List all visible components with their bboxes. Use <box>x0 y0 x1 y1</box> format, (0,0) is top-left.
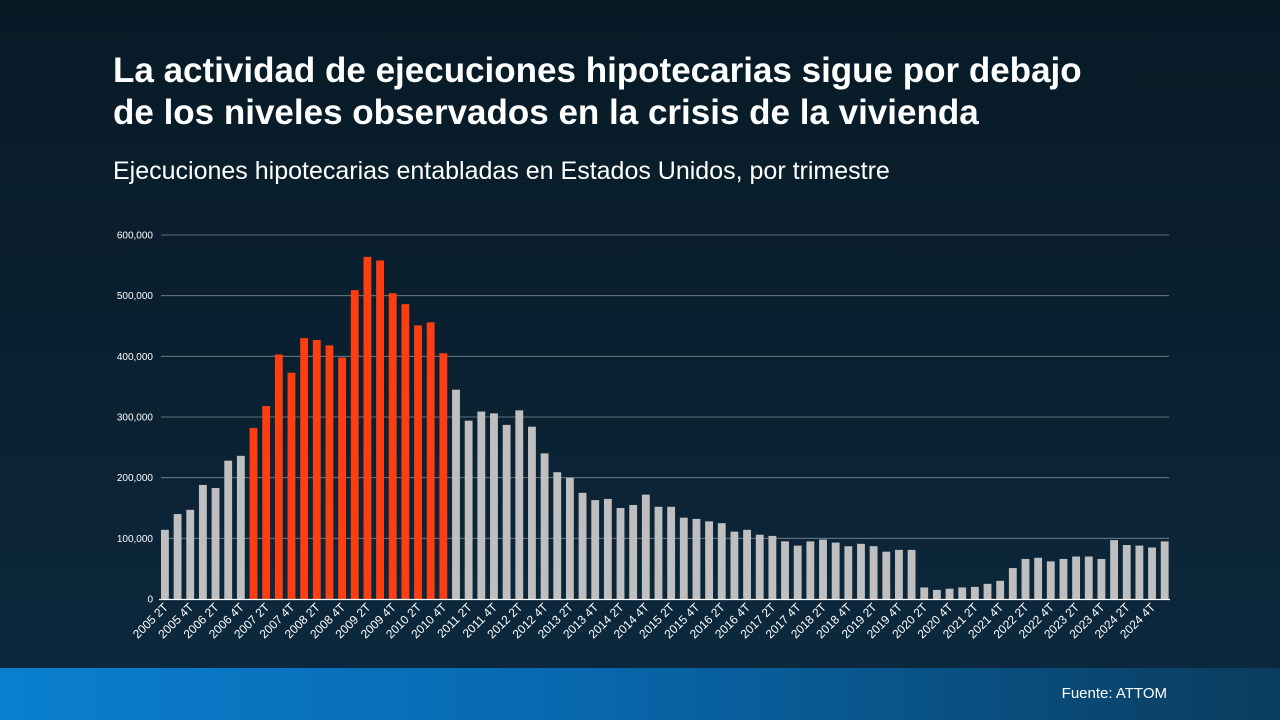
bar <box>895 549 903 599</box>
bar <box>1084 556 1093 599</box>
footer-bar: Fuente: ATTOM <box>0 668 1280 720</box>
bar <box>844 546 853 599</box>
y-tick-label: 200,000 <box>117 473 154 484</box>
bar <box>591 500 600 599</box>
bar <box>920 587 929 599</box>
bar-highlight <box>312 339 321 599</box>
bar <box>616 508 625 599</box>
bar <box>629 504 638 599</box>
bar-highlight <box>414 325 422 599</box>
bar <box>717 523 726 599</box>
bar <box>996 580 1005 599</box>
bar <box>553 472 562 599</box>
bar <box>161 529 169 599</box>
bar <box>1160 541 1169 599</box>
bar-highlight <box>287 372 296 599</box>
bar <box>932 589 941 599</box>
bar <box>1046 561 1055 599</box>
bar <box>211 487 220 599</box>
bar <box>857 543 865 599</box>
bar-highlight <box>350 290 359 599</box>
y-tick-label: 300,000 <box>117 413 154 424</box>
bar <box>578 492 587 599</box>
y-tick-label: 100,000 <box>117 534 154 545</box>
bar <box>730 531 739 599</box>
bar-highlight <box>401 304 410 599</box>
bar <box>173 514 182 599</box>
bar <box>515 410 524 599</box>
bar <box>907 549 916 599</box>
bar <box>502 424 511 599</box>
page-subtitle: Ejecuciones hipotecarias entabladas en E… <box>113 157 890 185</box>
bar <box>781 541 789 599</box>
bar <box>236 455 245 599</box>
bar <box>1135 545 1144 599</box>
bar-highlight <box>376 260 384 599</box>
bar <box>1008 568 1017 599</box>
bar <box>755 534 764 599</box>
bar <box>743 529 751 599</box>
bar <box>641 494 650 599</box>
bar <box>945 588 954 599</box>
bar <box>1110 540 1118 599</box>
bar <box>477 411 486 599</box>
bar <box>464 420 473 599</box>
bar <box>224 460 233 599</box>
bar <box>705 521 714 599</box>
bar-highlight <box>325 345 334 599</box>
bar <box>186 509 195 599</box>
y-tick-label: 400,000 <box>117 352 154 363</box>
bar-highlight <box>439 353 448 599</box>
bar <box>654 506 663 599</box>
bar-highlight <box>274 354 283 599</box>
bar-highlight <box>249 427 258 599</box>
bar-highlight <box>426 322 435 599</box>
bar-highlight <box>300 338 309 599</box>
bar-highlight <box>363 256 372 599</box>
bar <box>692 518 701 599</box>
bar <box>793 545 802 599</box>
bar <box>1059 558 1068 599</box>
bar <box>528 426 536 599</box>
y-tick-label: 500,000 <box>117 291 154 302</box>
title-line-1: La actividad de ejecuciones hipotecarias… <box>113 51 1082 90</box>
bar-highlight <box>388 293 397 599</box>
bar <box>667 506 676 599</box>
bar <box>490 413 498 599</box>
bar <box>958 587 967 599</box>
bar <box>679 517 688 599</box>
bar <box>603 498 612 599</box>
bar <box>819 539 827 599</box>
bar <box>198 484 207 599</box>
bar-highlight <box>338 357 347 599</box>
bar <box>1021 558 1030 599</box>
bar <box>1148 547 1156 599</box>
bar <box>452 389 460 599</box>
bar <box>970 586 979 599</box>
bar-highlight <box>262 406 271 599</box>
bar <box>1097 558 1106 599</box>
bar <box>768 535 777 599</box>
bar <box>831 542 840 599</box>
foreclosure-bar-chart: 0 100,000 200,000 300,000 400,000 500,000 600,… <box>117 231 1170 641</box>
bar <box>806 541 815 599</box>
source-label: Fuente: ATTOM <box>1061 685 1167 702</box>
bar <box>1122 545 1131 599</box>
page-title: La actividad de ejecuciones hipotecarias… <box>113 50 1213 134</box>
bar <box>882 551 891 599</box>
bar <box>1072 556 1081 599</box>
bar <box>983 583 992 599</box>
y-tick-label: 600,000 <box>117 231 154 242</box>
bar <box>869 546 878 599</box>
bar <box>565 477 574 599</box>
bar <box>1034 557 1043 599</box>
y-tick-label: 0 <box>147 595 153 606</box>
chart-area: 0 100,000 200,000 300,000 400,000 500,000 600,… <box>0 220 1280 668</box>
bar <box>540 453 549 599</box>
title-line-2: de los niveles observados en la crisis d… <box>113 93 979 132</box>
